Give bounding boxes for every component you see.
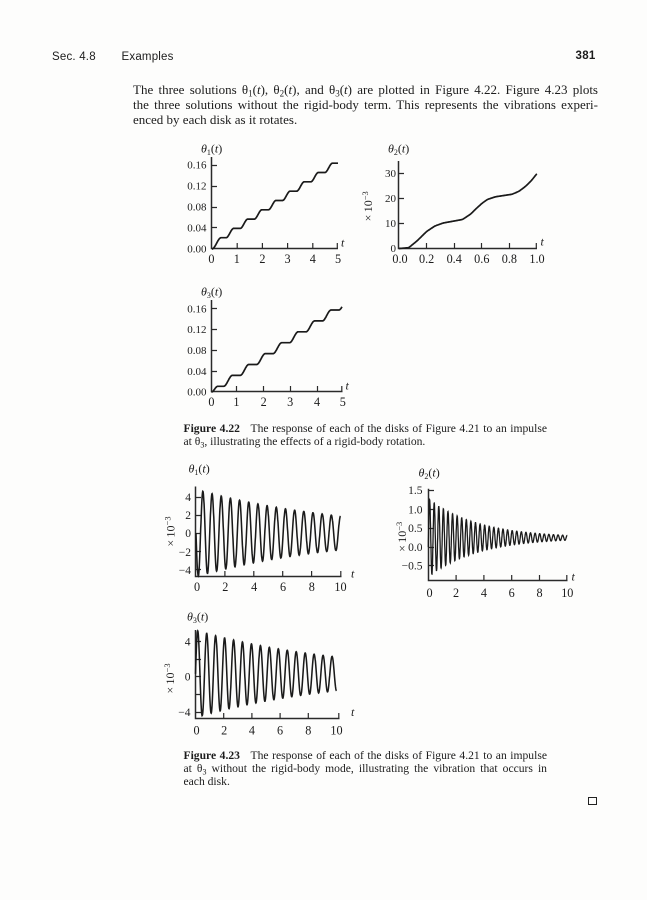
svg-text:10: 10 bbox=[330, 724, 342, 738]
svg-text:0.16: 0.16 bbox=[187, 303, 207, 315]
svg-text:4: 4 bbox=[481, 586, 487, 600]
svg-text:8: 8 bbox=[305, 724, 311, 738]
svg-text:θ2(t): θ2(t) bbox=[419, 466, 440, 481]
svg-text:0.0: 0.0 bbox=[408, 542, 423, 554]
svg-text:2: 2 bbox=[453, 586, 459, 600]
svg-text:0: 0 bbox=[193, 724, 199, 738]
svg-text:2: 2 bbox=[185, 510, 191, 522]
svg-text:t: t bbox=[351, 705, 355, 719]
svg-text:3: 3 bbox=[285, 252, 291, 266]
svg-text:0: 0 bbox=[426, 586, 432, 600]
svg-text:0: 0 bbox=[185, 671, 191, 683]
svg-text:4: 4 bbox=[251, 580, 257, 594]
svg-text:4: 4 bbox=[310, 252, 316, 266]
svg-text:4: 4 bbox=[185, 492, 191, 504]
svg-text:2: 2 bbox=[261, 395, 267, 409]
svg-text:0.8: 0.8 bbox=[502, 252, 517, 266]
svg-text:0.0: 0.0 bbox=[392, 252, 407, 266]
svg-text:θ3(t): θ3(t) bbox=[201, 285, 222, 300]
svg-text:6: 6 bbox=[280, 580, 286, 594]
svg-text:0: 0 bbox=[208, 252, 214, 266]
svg-text:4: 4 bbox=[249, 724, 255, 738]
svg-text:8: 8 bbox=[309, 580, 315, 594]
svg-text:−4: −4 bbox=[178, 707, 190, 719]
svg-text:−0.5: −0.5 bbox=[402, 561, 423, 573]
svg-text:6: 6 bbox=[277, 724, 283, 738]
svg-text:6: 6 bbox=[509, 586, 515, 600]
svg-text:0.04: 0.04 bbox=[187, 366, 207, 378]
svg-text:t: t bbox=[351, 567, 355, 581]
svg-text:t: t bbox=[341, 236, 345, 250]
svg-text:1: 1 bbox=[234, 252, 240, 266]
svg-text:θ1(t): θ1(t) bbox=[189, 462, 210, 477]
svg-text:3: 3 bbox=[287, 395, 293, 409]
svg-text:4: 4 bbox=[185, 636, 191, 648]
svg-text:8: 8 bbox=[536, 586, 542, 600]
svg-text:θ1(t): θ1(t) bbox=[201, 142, 222, 157]
svg-text:1.0: 1.0 bbox=[529, 252, 544, 266]
svg-text:0.04: 0.04 bbox=[187, 223, 207, 235]
svg-text:0.12: 0.12 bbox=[187, 181, 206, 193]
svg-text:0.00: 0.00 bbox=[187, 244, 207, 256]
svg-text:0.00: 0.00 bbox=[187, 387, 207, 399]
svg-text:0: 0 bbox=[208, 395, 214, 409]
svg-text:× 10−3: × 10−3 bbox=[394, 522, 409, 552]
svg-text:1.0: 1.0 bbox=[408, 505, 423, 517]
svg-text:0: 0 bbox=[185, 528, 191, 540]
svg-text:t: t bbox=[346, 379, 350, 393]
svg-text:5: 5 bbox=[335, 252, 341, 266]
svg-text:θ2(t): θ2(t) bbox=[388, 142, 409, 157]
svg-text:2: 2 bbox=[222, 580, 228, 594]
svg-text:0.16: 0.16 bbox=[187, 160, 207, 172]
svg-text:0: 0 bbox=[194, 580, 200, 594]
svg-text:t: t bbox=[541, 235, 545, 249]
svg-text:θ3(t): θ3(t) bbox=[187, 610, 208, 625]
svg-text:2: 2 bbox=[221, 724, 227, 738]
svg-text:0.6: 0.6 bbox=[474, 252, 489, 266]
svg-text:0.08: 0.08 bbox=[187, 202, 207, 214]
svg-text:5: 5 bbox=[340, 395, 346, 409]
svg-text:0.08: 0.08 bbox=[187, 345, 207, 357]
svg-text:0.4: 0.4 bbox=[447, 252, 462, 266]
svg-text:1.5: 1.5 bbox=[408, 485, 423, 497]
svg-text:20: 20 bbox=[385, 193, 397, 205]
svg-text:t: t bbox=[572, 570, 576, 584]
svg-text:× 10−3: × 10−3 bbox=[162, 516, 177, 546]
svg-text:1: 1 bbox=[233, 395, 239, 409]
svg-text:× 10−3: × 10−3 bbox=[162, 663, 177, 693]
svg-text:0: 0 bbox=[391, 243, 397, 255]
svg-text:10: 10 bbox=[334, 580, 346, 594]
svg-text:4: 4 bbox=[314, 395, 320, 409]
svg-text:× 10−3: × 10−3 bbox=[360, 191, 375, 221]
svg-text:0.2: 0.2 bbox=[419, 252, 434, 266]
svg-text:0.12: 0.12 bbox=[187, 324, 206, 336]
svg-text:10: 10 bbox=[561, 586, 573, 600]
svg-text:0.5: 0.5 bbox=[408, 523, 423, 535]
svg-text:−2: −2 bbox=[179, 547, 191, 559]
svg-text:10: 10 bbox=[385, 218, 397, 230]
svg-text:30: 30 bbox=[385, 168, 397, 180]
svg-text:−4: −4 bbox=[179, 565, 191, 577]
svg-text:2: 2 bbox=[259, 252, 265, 266]
